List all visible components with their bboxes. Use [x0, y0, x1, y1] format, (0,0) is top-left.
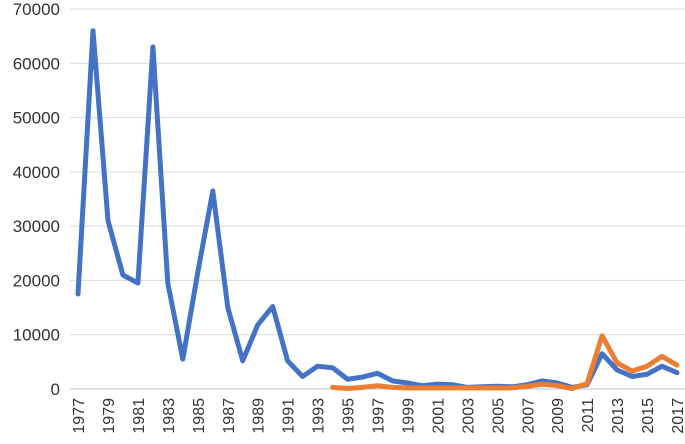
series-line-1 [75, 28, 680, 390]
series-line-2 [330, 333, 680, 391]
x-tick-label: 1997 [371, 398, 388, 434]
series-lines [75, 28, 680, 391]
x-tick-label: 1983 [161, 398, 178, 434]
y-tick-label: 70000 [13, 0, 60, 19]
x-tick-label: 1991 [281, 398, 298, 434]
x-tick-label: 2005 [490, 398, 507, 434]
x-tick-label: 2001 [430, 398, 447, 434]
y-tick-label: 50000 [13, 109, 60, 128]
y-tick-label: 0 [51, 380, 60, 399]
y-tick-label: 60000 [13, 54, 60, 73]
x-tick-label: 1993 [311, 398, 328, 434]
y-tick-label: 10000 [13, 326, 60, 345]
x-tick-label: 2013 [610, 398, 627, 434]
x-tick-label: 1979 [101, 398, 118, 434]
gridlines [70, 8, 685, 336]
y-axis-ticks: 0 10000 20000 30000 40000 50000 60000 70000 [13, 0, 60, 399]
x-tick-label: 2011 [580, 398, 597, 433]
x-tick-label: 2003 [460, 398, 477, 434]
x-tick-label: 1999 [400, 398, 417, 434]
x-tick-label: 2015 [640, 398, 657, 434]
x-tick-label: 1981 [131, 398, 148, 434]
x-tick-label: 1985 [191, 398, 208, 434]
y-tick-label: 20000 [13, 271, 60, 290]
x-tick-label: 2009 [550, 398, 567, 434]
x-tick-label: 1995 [341, 398, 358, 434]
x-axis-ticks: 1977 1979 1981 1983 1985 1987 1989 1991 1993 1995… [71, 398, 685, 434]
x-tick-label: 1987 [221, 398, 238, 434]
x-tick-label: 1977 [71, 398, 88, 434]
x-tick-label: 1989 [251, 398, 268, 434]
y-tick-label: 40000 [13, 163, 60, 182]
x-tick-label: 2017 [670, 398, 685, 434]
x-tick-label: 2007 [520, 398, 537, 434]
y-tick-label: 30000 [13, 217, 60, 236]
